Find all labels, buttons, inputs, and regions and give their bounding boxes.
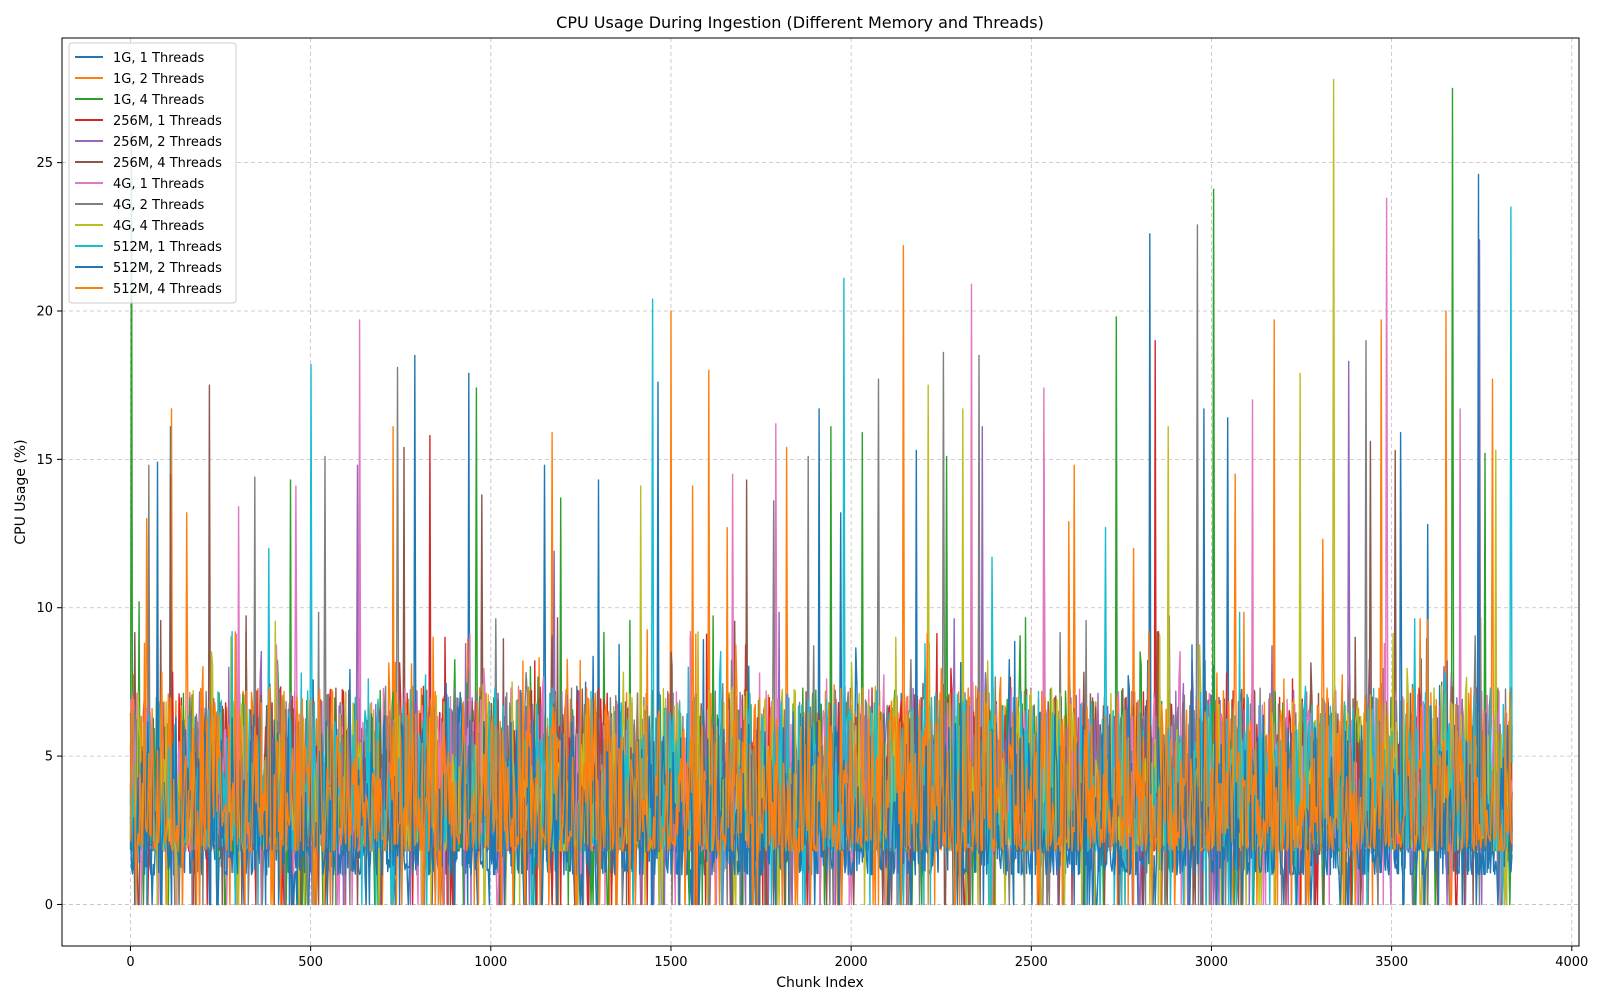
y-tick-label: 20 — [36, 304, 53, 319]
y-axis-label: CPU Usage (%) — [13, 439, 29, 544]
legend-label: 1G, 1 Threads — [113, 51, 204, 66]
legend-label: 4G, 1 Threads — [113, 177, 204, 192]
y-tick-label: 25 — [36, 156, 53, 171]
legend-label: 4G, 2 Threads — [113, 198, 204, 213]
x-axis-label: Chunk Index — [776, 975, 864, 991]
data-series-layer — [131, 79, 1513, 904]
chart-title: CPU Usage During Ingestion (Different Me… — [556, 13, 1044, 32]
legend-label: 4G, 4 Threads — [113, 219, 204, 234]
x-tick-label: 2500 — [1015, 955, 1048, 970]
legend-label: 1G, 2 Threads — [113, 72, 204, 87]
legend-label: 512M, 4 Threads — [113, 282, 222, 297]
y-tick-label: 10 — [36, 601, 53, 616]
y-tick-label: 5 — [45, 750, 53, 765]
x-tick-label: 0 — [126, 955, 134, 970]
legend: 1G, 1 Threads 1G, 2 Threads 1G, 4 Threads 2… — [69, 43, 236, 303]
x-tick-label: 4000 — [1555, 955, 1588, 970]
x-tick-label: 500 — [298, 955, 323, 970]
legend-label: 256M, 2 Threads — [113, 135, 222, 150]
y-tick-label: 0 — [45, 898, 53, 913]
x-tick-label: 1500 — [654, 955, 687, 970]
legend-label: 512M, 1 Threads — [113, 240, 222, 255]
x-tick-label: 3500 — [1375, 955, 1408, 970]
x-tick-label: 1000 — [474, 955, 507, 970]
legend-label: 1G, 4 Threads — [113, 93, 204, 108]
legend-label: 256M, 1 Threads — [113, 114, 222, 129]
legend-label: 256M, 4 Threads — [113, 156, 222, 171]
legend-label: 512M, 2 Threads — [113, 261, 222, 276]
x-tick-label: 3000 — [1195, 955, 1228, 970]
x-tick-label: 2000 — [835, 955, 868, 970]
y-tick-label: 15 — [36, 453, 53, 468]
